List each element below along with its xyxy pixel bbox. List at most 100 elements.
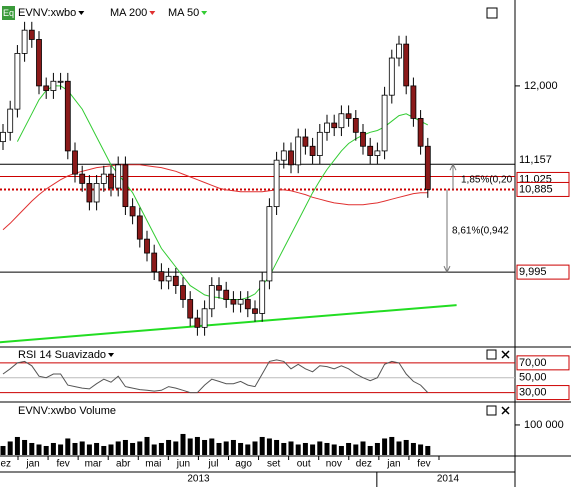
candle-body [388,57,395,96]
price-label-box [516,385,570,401]
candle-body [136,215,143,240]
candle-body [259,280,266,314]
volume-bar [7,441,13,455]
volume-bar [396,441,402,455]
volume-bar [410,442,416,455]
maximize-button[interactable] [486,405,497,416]
candle-body [172,275,179,286]
volume-bar [144,436,150,455]
candle-body [367,145,374,156]
dropdown-arrow[interactable] [149,11,156,15]
volume-bar [252,441,258,455]
candle-body [331,122,338,129]
annotation: 1,85%(0,20 [461,174,513,185]
volume-bar [50,442,56,455]
candle-body [21,29,28,54]
x-tick-label: jan [386,459,400,470]
candle-body [352,118,359,133]
price-label: 10,885 [519,183,553,195]
price-label: 30,00 [519,386,547,398]
candle-body [273,159,280,208]
volume-bar [374,442,380,455]
candle-body [309,145,316,156]
x-tick-label: ago [235,459,252,470]
volume-bar [209,438,215,455]
x-tick-label: mar [85,459,103,470]
candle-body [14,52,21,110]
candle-body [144,238,150,254]
volume-bar [216,442,222,455]
icon[interactable] [2,6,15,20]
volume-bar [324,442,330,455]
annotation: 8,61%(0,942 [452,225,509,236]
volume-bar [346,442,352,455]
volume-bar [72,442,78,455]
volume-bar [317,441,323,455]
candle-body [115,164,122,189]
candle-body [36,39,42,87]
price-label-box [516,264,570,280]
volume-bar [151,444,157,455]
candle-body [151,252,158,273]
y-tick-label: 12,000 [524,80,558,92]
volume-bar [274,439,280,455]
x-tick-label: set [267,459,281,470]
close-button[interactable] [501,350,510,359]
volume-bar [14,436,20,455]
price-label: 11,157 [519,154,552,166]
volume-bar [173,441,179,455]
candle-body [72,150,78,175]
candle-body [7,108,14,133]
maximize-button[interactable] [486,349,497,360]
candle-body [79,173,86,184]
volume-bar [389,436,395,455]
volume-bar [65,438,71,455]
candle-body [374,150,381,156]
candle-body [180,285,186,300]
dropdown-arrow[interactable] [108,353,115,357]
year-label: 2013 [187,474,210,485]
candle-body [266,206,273,282]
volume-bar [259,436,265,455]
maximize-button[interactable] [486,7,498,19]
volume-bar [295,444,301,455]
volume-bar [0,445,6,455]
year-label: 2014 [437,474,460,485]
price-label: 70,00 [519,357,547,369]
candle-body [410,85,417,119]
legend-entry: MA 200 [110,7,147,19]
dropdown-arrow[interactable] [201,11,208,15]
volume-bar [58,444,64,455]
candle-body [230,299,237,305]
x-tick-label: mai [145,459,161,470]
volume-bar [130,442,136,455]
candle-body [295,136,302,166]
candle-body [0,131,6,143]
candle-body [57,80,64,83]
volume-bar [36,444,42,455]
close-button[interactable] [501,406,510,415]
volume-bar [382,438,388,455]
dropdown-arrow[interactable] [78,11,85,15]
x-tick-label: jan [25,459,39,470]
volume-bar [137,441,143,455]
rsi-line [2,359,429,394]
volume-bar [158,442,164,455]
x-tick-label: jul [207,459,218,470]
candle-body [237,299,244,305]
measure-arrow [449,163,457,190]
candle-body [86,183,93,203]
volume-bar [180,433,186,455]
candle-body [201,308,208,328]
candle-body [302,136,309,147]
candle-body [345,113,352,119]
candle-body [216,285,222,291]
volume-bar [194,436,200,455]
candle-body [64,80,71,152]
candle-body [108,173,114,189]
candle-body [194,317,201,328]
price-label-box [516,181,570,197]
candle-body [316,131,323,156]
volume-bar [266,438,272,455]
